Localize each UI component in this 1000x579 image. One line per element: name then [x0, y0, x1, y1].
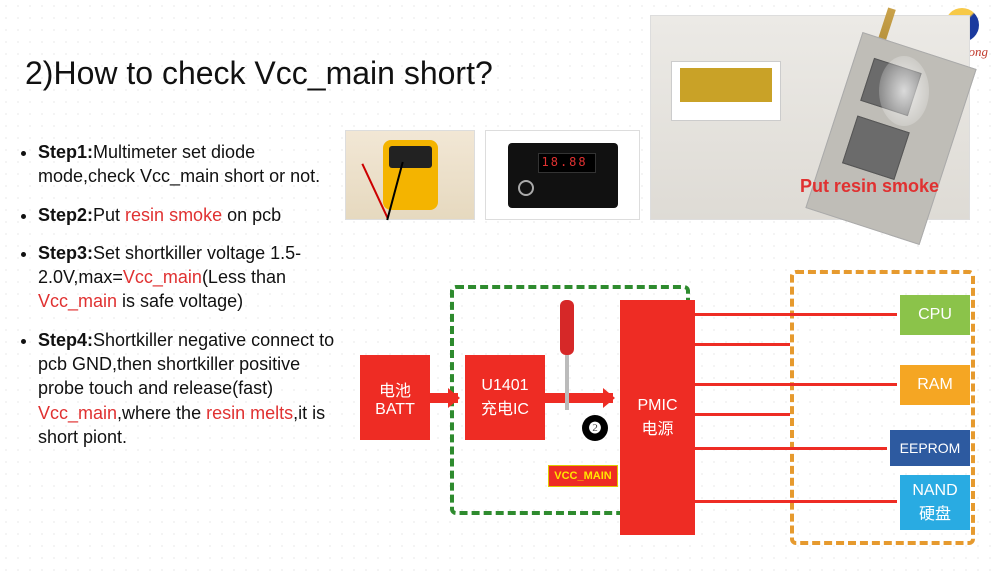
arrow-u1401-pmic	[545, 393, 613, 403]
resin-smoke-label: Put resin smoke	[800, 176, 939, 197]
photo-resin-smoke: Put resin smoke	[650, 15, 970, 220]
step-2: Step2:Put resin smoke on pcb	[38, 203, 350, 227]
slide-title: 2)How to check Vcc_main short?	[25, 55, 493, 92]
photo-multimeter	[345, 130, 475, 220]
block-cpu: CPU	[900, 295, 970, 335]
step1-label: Step1:	[38, 142, 93, 162]
block-eeprom: EEPROM	[890, 430, 970, 466]
rail-line	[695, 343, 790, 346]
shortkiller-display: 18.88	[542, 155, 588, 169]
rail-line	[695, 383, 897, 386]
block-nand: NAND 硬盘	[900, 475, 970, 530]
step2-label: Step2:	[38, 205, 93, 225]
block-ram: RAM	[900, 365, 970, 405]
shortkiller-box-icon: 18.88	[508, 143, 618, 208]
smoke-icon	[879, 56, 929, 126]
block-u1401: U1401 充电IC	[465, 355, 545, 440]
photo-shortkiller: 18.88	[485, 130, 640, 220]
step2-keyword: resin smoke	[125, 205, 222, 225]
arrow-batt-u1401	[430, 393, 458, 403]
step-3: Step3:Set shortkiller voltage 1.5-2.0V,m…	[38, 241, 350, 314]
block-diagram: 电池 BATT U1401 充电IC ❷ VCC_MAIN PMIC 电源 CP…	[360, 265, 980, 565]
step3-label: Step3:	[38, 243, 93, 263]
step-4: Step4:Shortkiller negative connect to pc…	[38, 328, 350, 449]
marker-2-icon: ❷	[582, 415, 608, 441]
step4-label: Step4:	[38, 330, 93, 350]
rail-line	[695, 413, 790, 416]
rail-line	[695, 313, 897, 316]
rail-line	[695, 447, 887, 450]
block-batt: 电池 BATT	[360, 355, 430, 440]
rail-line	[695, 500, 897, 503]
step-1: Step1:Multimeter set diode mode,check Vc…	[38, 140, 350, 189]
steps-list: Step1:Multimeter set diode mode,check Vc…	[20, 140, 350, 463]
resin-box-icon	[671, 61, 781, 121]
vcc-main-label: VCC_MAIN	[548, 465, 618, 487]
block-pmic: PMIC 电源	[620, 300, 695, 535]
screwdriver-icon	[560, 300, 574, 410]
